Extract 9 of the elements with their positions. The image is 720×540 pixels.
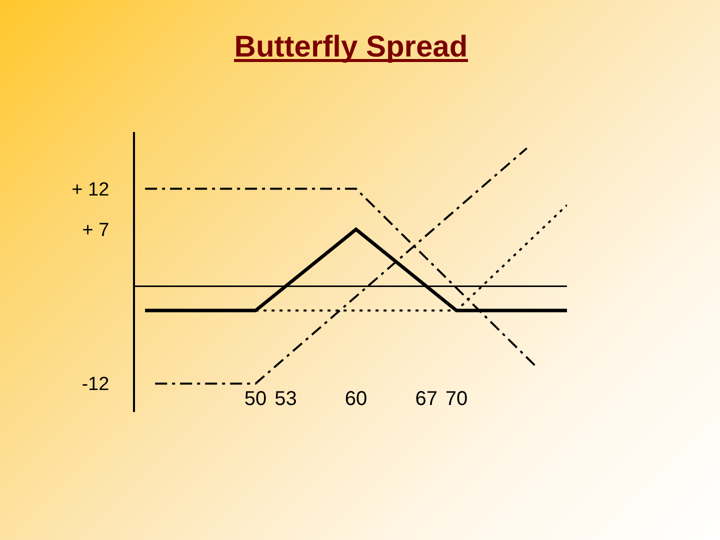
x-tick-label: 50 [244, 388, 267, 410]
x-tick-label: 67 [415, 388, 438, 410]
x-tick-label: 60 [344, 388, 368, 410]
x-tick-label: 70 [445, 388, 468, 410]
y-tick-label: + 7 [82, 220, 110, 242]
y-tick-label: -12 [82, 374, 110, 396]
x-tick-label: 53 [274, 388, 297, 410]
y-tick-label: + 12 [72, 179, 110, 200]
chart-title: Butterfly Spread [234, 30, 468, 64]
